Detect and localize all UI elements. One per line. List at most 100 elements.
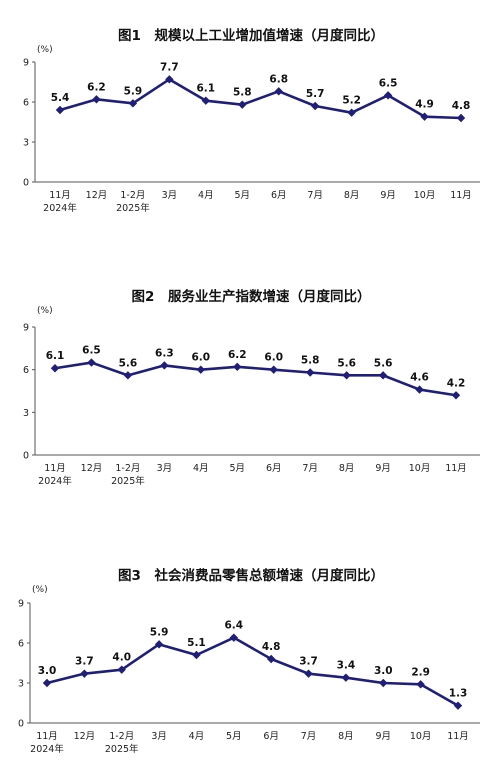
x-tick-label: 8月 [339,463,355,474]
x-tick-label: 1-2月 [120,190,145,201]
data-point [50,364,60,373]
data-label: 6.0 [264,352,283,364]
data-label: 6.0 [192,352,211,364]
x-tick-label: 12月 [81,463,103,474]
data-label: 6.2 [87,81,106,93]
data-label: 5.7 [306,88,325,100]
x-tick-label: 11月 [447,731,469,742]
x-tick-label: 6月 [271,190,287,201]
x-tick-label: 10月 [410,731,432,742]
data-point [378,371,388,380]
data-label: 2.9 [411,666,430,678]
data-label: 3.4 [337,660,356,672]
x-year-label: 2025年 [116,202,150,214]
data-point [451,391,461,400]
x-tick-label: 3月 [162,190,178,201]
y-tick-label: 0 [23,451,29,462]
data-label: 6.3 [155,347,174,359]
data-point [342,371,351,380]
y-unit-label: (%) [37,306,53,316]
data-point [233,362,242,372]
data-label: 6.8 [269,73,288,85]
x-tick-label: 9月 [375,463,391,474]
x-year-label: 2025年 [105,743,139,755]
data-label: 5.6 [119,357,138,369]
data-label: 5.9 [150,626,169,638]
y-tick-label: 3 [18,679,24,690]
chart-title: 图1 规模以上工业增加值增速（月度同比） [118,27,384,44]
x-tick-label: 3月 [151,731,167,742]
data-point [201,96,211,105]
data-label: 3.0 [374,665,393,677]
data-label: 4.0 [112,652,131,664]
data-point [379,678,388,688]
data-point [266,654,276,664]
x-tick-label: 10月 [414,190,436,201]
data-point [42,678,52,688]
chart-services-production-index: 图2 服务业生产指数增速（月度同比） (%) 0 3 6 9 11月 12月 1-2月 3月 4月 5… [0,266,502,506]
data-label: 4.8 [452,100,471,112]
data-point [305,368,315,377]
data-label: 7.7 [160,61,179,73]
x-tick-label: 9月 [380,190,396,201]
y-tick-label: 9 [23,323,29,334]
data-label: 6.1 [46,350,65,362]
data-label: 3.0 [38,665,57,677]
chart-industrial-value-added: 图1 规模以上工业增加值增速（月度同比） (%) 0 3 6 9 11月 12月 1-2月 3月 4… [0,0,502,240]
x-tick-label: 11月 [44,463,66,474]
x-year-label: 2024年 [38,475,72,487]
x-tick-label: 6月 [266,463,282,474]
data-point [92,95,101,104]
x-tick-label: 8月 [338,731,354,742]
data-point [456,113,466,123]
chart-title: 图2 服务业生产指数增速（月度同比） [132,288,371,305]
data-point [80,669,89,678]
data-label: 3.7 [75,656,94,668]
x-tick-label: 9月 [375,731,391,742]
data-point [310,101,320,111]
data-label: 6.2 [228,349,247,361]
data-label: 5.9 [124,85,143,97]
x-tick-label: 10月 [409,463,431,474]
data-point [55,105,65,115]
data-label: 5.2 [342,95,361,107]
y-tick-label: 3 [23,138,29,149]
data-label: 4.8 [262,641,281,653]
x-year-label: 2024年 [43,202,77,214]
data-label: 5.1 [187,637,206,649]
data-label: 5.4 [51,92,70,104]
x-tick-label: 11月 [36,731,58,742]
data-point [238,100,247,109]
data-label: 6.1 [197,83,216,95]
series-line [46,636,459,707]
data-label: 5.6 [337,357,356,369]
data-label: 3.7 [299,656,318,668]
series-line [54,361,457,397]
data-point [123,371,133,380]
data-point [192,650,201,660]
data-point [128,99,138,108]
y-tick-label: 9 [18,599,24,610]
data-point [420,112,429,121]
data-point [274,87,283,96]
chart-title: 图3 社会消费品零售总额增速（月度同比） [118,567,384,584]
x-tick-label: 6月 [263,731,279,742]
data-point [341,673,351,682]
x-tick-label: 12月 [86,190,108,201]
y-tick-label: 6 [18,639,24,650]
x-tick-label: 4月 [198,190,214,201]
y-tick-label: 6 [23,98,29,109]
x-tick-label: 3月 [157,463,173,474]
data-label: 1.3 [449,688,468,700]
data-point [304,669,313,678]
y-tick-label: 0 [18,719,24,730]
x-tick-label: 5月 [226,731,242,742]
data-label: 5.6 [374,357,393,369]
y-unit-label: (%) [32,585,48,595]
y-tick-label: 0 [23,178,29,189]
data-point [196,365,206,374]
y-tick-label: 9 [23,58,29,69]
data-point [383,91,393,100]
data-point [347,108,356,117]
chart-2-svg: 图2 服务业生产指数增速（月度同比） (%) 0 3 6 9 11月 12月 1-2月 3月 4月 5… [23,288,480,487]
